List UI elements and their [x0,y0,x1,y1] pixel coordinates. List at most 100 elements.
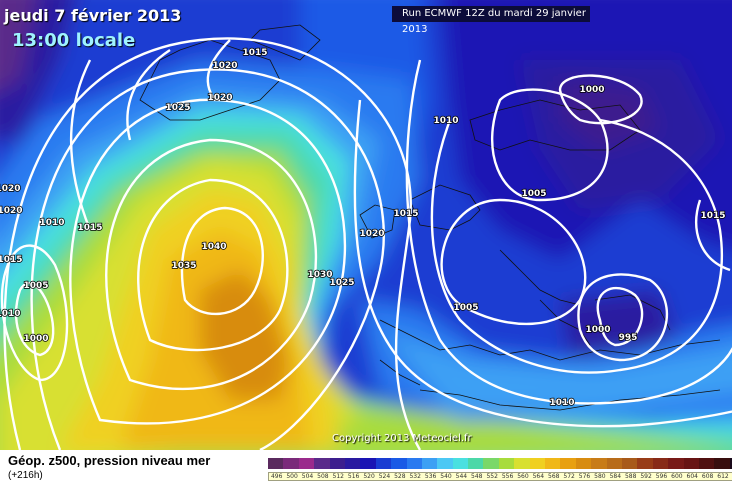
map-footer: Géop. z500, pression niveau mer (+216h) [0,450,732,488]
legend-swatch [683,458,699,469]
pressure-map: 1015 1020 1020 1025 1010 1000 1005 1015 1020 1015… [0,0,732,450]
isobar-label: 1020 [359,229,384,239]
model-run-label: Run ECMWF 12Z du mardi 29 janvier 2013 [392,6,590,35]
legend-swatch [421,458,438,469]
legend-label: 500 [286,473,298,480]
legend-swatch [268,458,284,469]
legend-label: 556 [501,473,514,480]
forecast-time: 13:00 locale [12,30,136,51]
legend-label: 520 [363,473,375,480]
legend-swatch [483,458,499,469]
legend-label: 540 [440,473,452,480]
isobar-label: 1025 [165,103,190,113]
legend-swatch [514,458,530,469]
legend-label: 592 [640,473,652,480]
isobar-label: 1015 [242,48,267,58]
legend-swatch [637,458,653,469]
isobar-label: 1040 [201,242,226,252]
forecast-date: jeudi 7 février 2013 [4,6,182,25]
legend-swatch [545,458,561,469]
isobar-label: 1015 [0,255,23,265]
legend-label: 528 [394,473,406,480]
isobar-label: 995 [619,333,638,343]
isobar-label: 1005 [521,189,546,199]
legend-label: 576 [578,473,591,480]
legend-swatch [606,458,622,469]
legend-swatch [298,458,315,469]
legend-swatch [729,458,732,469]
copyright-text: Copyright 2013 Meteociel.fr [332,433,472,444]
legend-label: 524 [378,473,391,480]
legend-swatch [314,458,330,469]
legend-swatch [329,458,345,469]
legend-swatch [375,458,392,469]
legend-swatch [344,458,361,469]
isobar-label: 1020 [207,93,232,103]
legend-label: 584 [609,473,622,480]
legend-label: 612 [717,473,729,480]
isobar-label: 1010 [0,309,21,319]
legend-label: 496 [270,473,283,480]
legend-label: 552 [486,473,498,480]
legend-label: 596 [655,473,668,480]
legend-label: 604 [686,473,698,480]
legend-swatch [437,458,453,469]
legend-swatch [668,458,684,469]
isobar-labels: 1015 1020 1020 1025 1010 1000 1005 1015 1020 1015… [0,47,726,409]
legend-swatch [406,458,422,469]
legend-swatch [698,458,715,469]
legend-label: 536 [424,473,437,480]
isobar-label: 1035 [171,261,196,271]
legend-label: 564 [532,473,545,480]
legend-label: 504 [301,473,314,480]
parameter-title: Géop. z500, pression niveau mer [8,453,211,468]
legend-label: 580 [594,473,606,480]
isobar-label: 1010 [39,218,64,228]
isobar-label: 1020 [212,61,237,71]
isobar-label: 1000 [23,334,48,344]
legend-label: 600 [671,473,683,480]
legend-swatch [621,458,638,469]
legend-label: 572 [563,473,575,480]
isobar-label: 1020 [0,206,23,216]
legend-label: 516 [347,473,360,480]
isobar-label: 1005 [453,303,478,313]
legend-swatch [714,458,730,469]
isobar-label: 1015 [393,209,418,219]
color-scale [268,458,732,469]
isobar-label: 1015 [77,223,102,233]
legend-label: 544 [455,473,468,480]
isobar-label: 1020 [0,184,21,194]
legend-label: 608 [701,473,714,480]
isobar-label: 1005 [23,281,48,291]
legend-swatch [652,458,669,469]
legend-swatch [452,458,469,469]
legend-label: 508 [317,473,329,480]
legend-label: 532 [409,473,421,480]
legend-label: 568 [548,473,560,480]
legend-swatch [283,458,299,469]
legend-label: 560 [517,473,529,480]
color-scale-labels: 496 500 504 508 512 516 520 524 528 532 536 540 544 5… [268,472,732,481]
legend-label: 588 [624,473,637,480]
isobar-label: 1015 [700,211,725,221]
forecast-lead: (+216h) [8,470,43,481]
isobar-label: 1000 [579,85,604,95]
legend-swatch [560,458,576,469]
isobar-label: 1010 [549,398,574,408]
coastlines [139,24,721,411]
legend-swatch [468,458,484,469]
legend-label: 512 [332,473,344,480]
isobar-label: 1030 [307,270,332,280]
legend-swatch [498,458,515,469]
isobar-label: 1000 [585,325,610,335]
isobar-label: 1010 [433,116,458,126]
legend-swatch [591,458,607,469]
legend-swatch [575,458,592,469]
legend-swatch [391,458,407,469]
legend-swatch [529,458,546,469]
legend-swatch [360,458,376,469]
geopotential-field [0,0,732,450]
isobar-label: 1025 [329,278,354,288]
